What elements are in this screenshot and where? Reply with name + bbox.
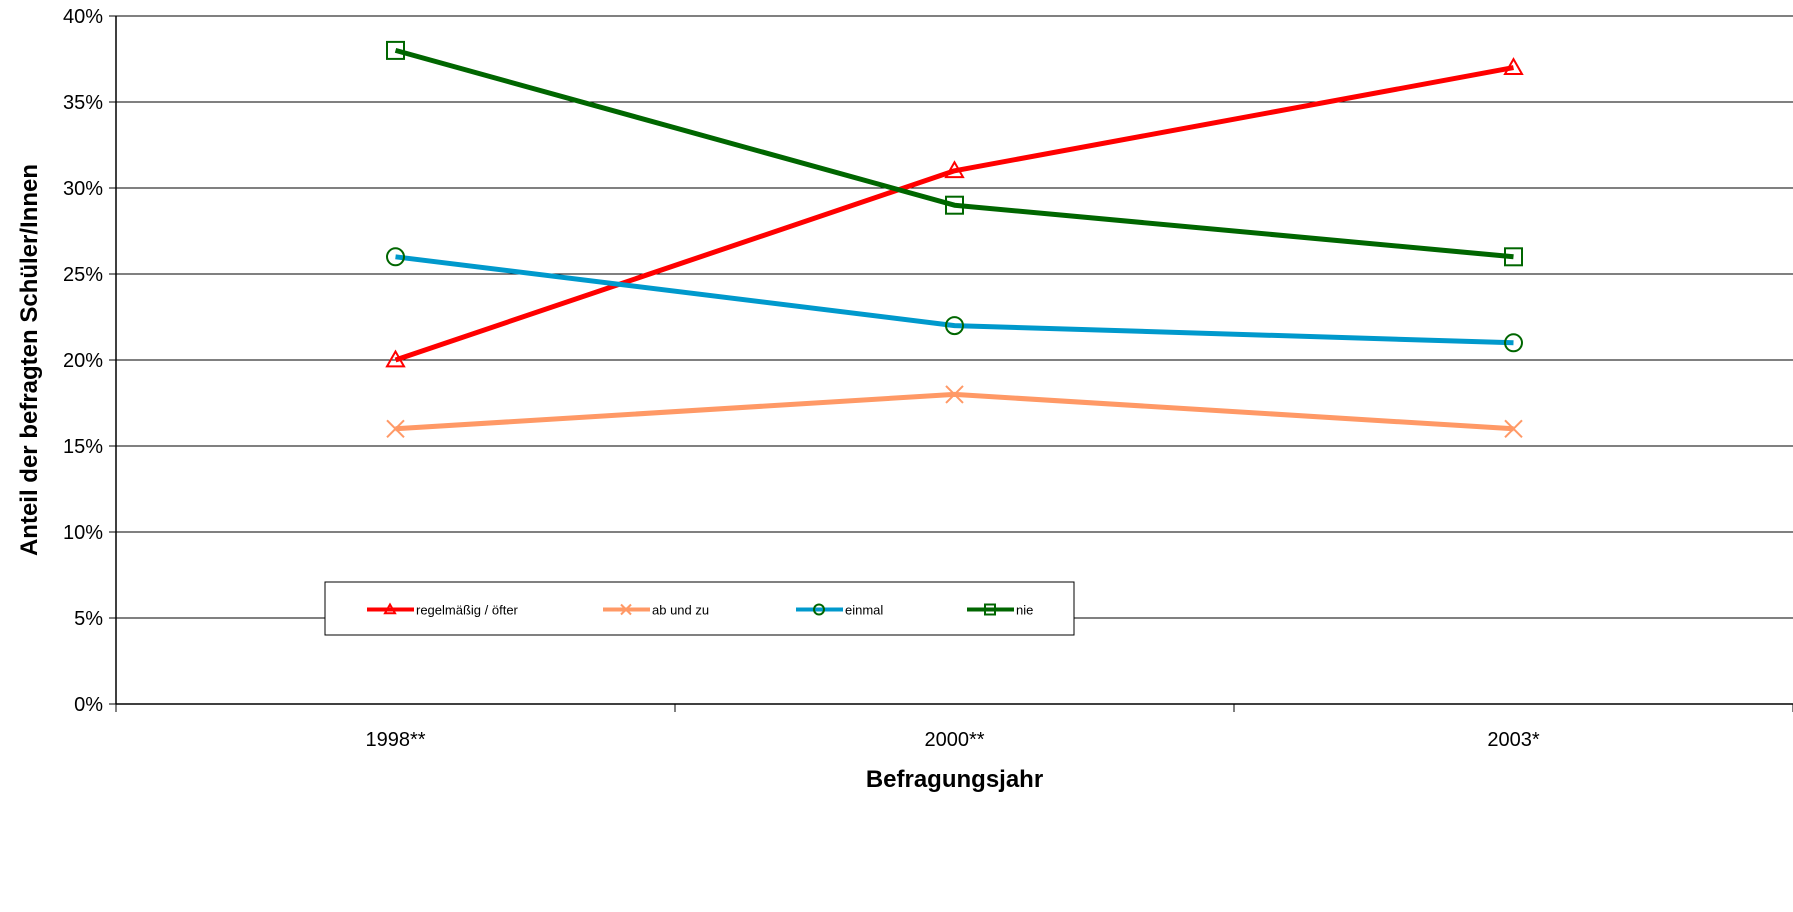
data-point-x: [945, 385, 964, 404]
y-tick-label: 25%: [63, 264, 103, 286]
legend-label: nie: [1016, 603, 1033, 618]
data-point-triangle: [944, 160, 965, 179]
series-lines: [394, 47, 1514, 432]
x-tick-label: 2000**: [924, 729, 984, 751]
legend-marker-circle: [813, 603, 825, 616]
data-point-square: [945, 195, 964, 215]
legend-entry: nie: [967, 603, 1033, 618]
y-tick-label: 10%: [63, 522, 103, 544]
data-point-x: [1504, 419, 1523, 439]
series-line-1: [394, 65, 1514, 363]
series-line-3: [395, 254, 1514, 346]
legend-box: [324, 581, 1075, 636]
x-tick-label: 1998**: [365, 729, 425, 751]
legend-marker-triangle: [383, 602, 397, 615]
legend-label: regelmäßig / öfter: [416, 603, 519, 618]
y-tick-label: 35%: [63, 92, 103, 114]
legend-entry: ab und zu: [603, 603, 709, 618]
data-point-x: [386, 419, 405, 439]
y-tick-label: 0%: [74, 694, 103, 716]
data-point-circle: [386, 247, 405, 267]
data-point-square: [1504, 247, 1523, 267]
data-point-triangle: [1503, 57, 1524, 75]
data-point-circle: [1504, 333, 1523, 353]
series-line-4: [394, 47, 1514, 260]
legend-entry: regelmäßig / öfter: [367, 602, 519, 618]
series-line-2: [395, 391, 1514, 432]
legend-entry: einmal: [796, 603, 883, 618]
legend-marker-x: [620, 603, 632, 616]
y-axis-title: Anteil der befragten Schüler/Innen: [16, 164, 43, 556]
y-tick-label: 5%: [74, 608, 103, 630]
data-point-triangle: [385, 349, 406, 368]
legend-label: ab und zu: [652, 603, 709, 618]
x-axis-title: Befragungsjahr: [866, 766, 1043, 793]
y-tick-label: 20%: [63, 350, 103, 372]
series-markers: [385, 40, 1524, 439]
y-tick-label: 40%: [63, 6, 103, 28]
axes: 0% 5% 10% 15% 20% 25% 30% 35% 40% 1998** 2000** 200…: [63, 6, 1793, 751]
data-point-square: [386, 40, 405, 60]
y-tick-label: 30%: [63, 178, 103, 200]
legend-marker-square: [984, 603, 996, 616]
x-tick-label: 2003*: [1487, 729, 1539, 751]
legend: regelmäßig / öfter ab und zu einmal nie: [324, 581, 1075, 636]
axis-labels: Befragungsjahr Anteil der befragten Schü…: [16, 164, 1043, 793]
y-tick-label: 15%: [63, 436, 103, 458]
data-point-circle: [945, 316, 964, 336]
legend-label: einmal: [845, 603, 883, 618]
